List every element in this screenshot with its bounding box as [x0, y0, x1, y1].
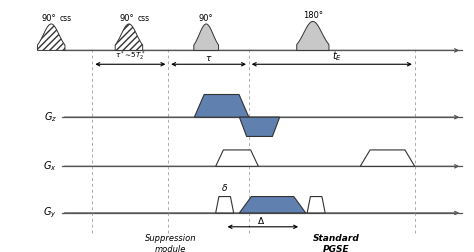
Polygon shape	[360, 150, 415, 166]
Polygon shape	[216, 197, 234, 213]
Text: $G_z$: $G_z$	[44, 110, 57, 124]
Text: 180°: 180°	[303, 11, 323, 20]
Text: Standard
PGSE: Standard PGSE	[313, 234, 360, 252]
Text: Suppression
module: Suppression module	[145, 234, 196, 252]
Text: $G_x$: $G_x$	[43, 160, 57, 173]
Text: $t_E$: $t_E$	[331, 49, 342, 63]
Text: 90°: 90°	[199, 14, 213, 23]
Text: $\Delta$: $\Delta$	[256, 214, 265, 226]
Polygon shape	[239, 117, 280, 137]
Polygon shape	[216, 150, 258, 166]
Text: $G_y$: $G_y$	[43, 206, 57, 220]
Polygon shape	[115, 24, 143, 50]
Polygon shape	[239, 197, 306, 213]
Polygon shape	[194, 94, 249, 117]
Polygon shape	[194, 24, 219, 50]
Text: $\tau$: $\tau$	[205, 54, 212, 63]
Text: css: css	[59, 14, 72, 23]
Polygon shape	[307, 197, 325, 213]
Text: css: css	[137, 14, 149, 23]
Text: $\delta$: $\delta$	[221, 182, 228, 193]
Text: 90°: 90°	[119, 14, 134, 23]
Polygon shape	[37, 24, 65, 50]
Polygon shape	[297, 21, 329, 50]
Text: $\tau^*\!\sim\!5T_2^*$: $\tau^*\!\sim\!5T_2^*$	[115, 50, 146, 63]
Text: 90°: 90°	[42, 14, 56, 23]
